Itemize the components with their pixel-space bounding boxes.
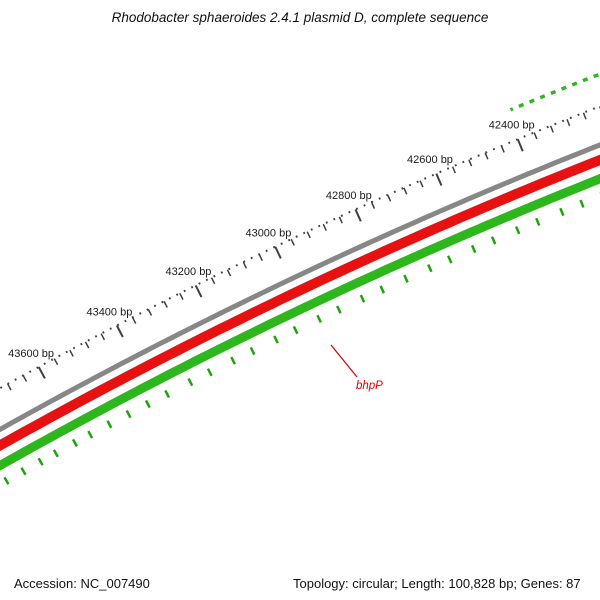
- ruler-minor-tick: [53, 358, 59, 366]
- outer-dashed-feature-arc: [509, 72, 600, 112]
- inner-feature-tick: [427, 263, 433, 273]
- ruler-minor-tick: [163, 300, 168, 308]
- inner-feature-tick: [206, 368, 213, 377]
- feature-label-leader: [330, 344, 358, 378]
- ruler-minor-tick: [210, 277, 216, 285]
- ruler-minor-tick: [549, 125, 554, 133]
- ruler-minor-tick: [6, 383, 12, 391]
- ruler-minor-tick: [451, 166, 457, 174]
- ruler-minor-tick: [131, 317, 137, 324]
- ruler-tick-label: 42400 bp: [489, 119, 535, 131]
- backbone-arc: [0, 142, 600, 433]
- ruler-minor-tick: [500, 145, 505, 153]
- ruler-minor-tick: [338, 216, 343, 224]
- ruler-minor-tick: [179, 292, 184, 300]
- ruler-tick-label: 43000 bp: [245, 227, 291, 239]
- inner-feature-tick: [87, 430, 94, 439]
- inner-feature-tick: [106, 420, 113, 429]
- inner-feature-tick: [335, 305, 342, 314]
- inner-feature-tick: [579, 199, 585, 208]
- ruler-minor-tick: [419, 180, 424, 188]
- ruler-minor-tick: [387, 194, 392, 202]
- ruler-tick-label: 43600 bp: [8, 348, 54, 360]
- ruler-minor-tick: [147, 308, 153, 316]
- inner-feature-tick: [230, 356, 236, 365]
- ruler-tick-label: 43400 bp: [86, 306, 132, 318]
- inner-feature-tick: [316, 314, 322, 323]
- inner-feature-tick: [559, 207, 565, 217]
- ruler-minor-tick: [322, 223, 327, 231]
- ruler-tick-label: 42800 bp: [326, 190, 372, 202]
- feature-label-bhpp[interactable]: bhpP: [356, 380, 383, 392]
- status-bar: Accession: NC_007490 Topology: circular;…: [0, 574, 600, 600]
- ruler-minor-tick: [582, 112, 587, 120]
- green-feature-band: [0, 173, 600, 471]
- ruler-major-tick: [274, 246, 282, 259]
- sequence-title: Rhodobacter sphaeroides 2.4.1 plasmid D,…: [111, 10, 489, 25]
- ruler-major-tick: [194, 284, 203, 298]
- ruler-major-tick: [516, 138, 524, 152]
- ruler-minor-tick: [226, 269, 232, 277]
- ruler-major-tick: [115, 325, 124, 338]
- ruler-major-tick: [435, 173, 443, 186]
- inner-feature-tick: [359, 294, 366, 303]
- ruler-minor-tick: [84, 341, 90, 349]
- ruler-tick-label: 42600 bp: [407, 154, 453, 166]
- inner-feature-tick: [164, 389, 171, 399]
- inner-feature-tick: [249, 346, 256, 356]
- ruler-major-tick: [37, 366, 46, 379]
- inner-feature-tick: [446, 255, 453, 264]
- ruler-minor-tick: [69, 349, 74, 357]
- inner-feature-tick: [187, 377, 194, 387]
- inner-feature-tick: [470, 244, 477, 254]
- ruler-tick-label: 43200 bp: [166, 266, 212, 278]
- ruler-minor-tick: [306, 231, 311, 239]
- inner-feature-tick: [71, 438, 78, 447]
- ruler-minor-tick: [290, 238, 295, 246]
- ruler-minor-tick: [566, 118, 571, 127]
- inner-feature-tick: [52, 449, 59, 458]
- ruler-minor-tick: [22, 375, 28, 382]
- inner-feature-tick: [20, 467, 27, 476]
- inner-feature-tick: [125, 410, 132, 419]
- ruler-major-tick: [354, 209, 362, 222]
- ruler-minor-tick: [258, 254, 263, 261]
- inner-feature-tick: [37, 457, 44, 466]
- inner-feature-tick: [292, 325, 299, 335]
- inner-feature-tick: [273, 335, 279, 344]
- topology-summary-label: Topology: circular; Length: 100,828 bp; …: [293, 576, 581, 591]
- red-feature-band: [0, 154, 600, 452]
- inner-feature-tick: [490, 236, 497, 245]
- inner-feature-tick: [144, 399, 151, 409]
- ruler-minor-tick: [468, 159, 473, 167]
- inner-feature-tick: [379, 285, 386, 294]
- ruler-minor-tick: [403, 187, 408, 195]
- ruler-minor-tick: [100, 333, 106, 341]
- ruler-minor-tick: [242, 261, 248, 269]
- ruler-baseline: [0, 105, 600, 390]
- inner-feature-tick: [403, 274, 409, 283]
- inner-feature-tick: [3, 476, 10, 485]
- ruler-minor-tick: [370, 201, 376, 209]
- accession-label: Accession: NC_007490: [14, 576, 150, 591]
- ruler-minor-tick: [533, 132, 538, 140]
- inner-feature-tick: [535, 217, 541, 227]
- ruler-minor-tick: [484, 152, 489, 160]
- inner-feature-tick: [514, 226, 521, 235]
